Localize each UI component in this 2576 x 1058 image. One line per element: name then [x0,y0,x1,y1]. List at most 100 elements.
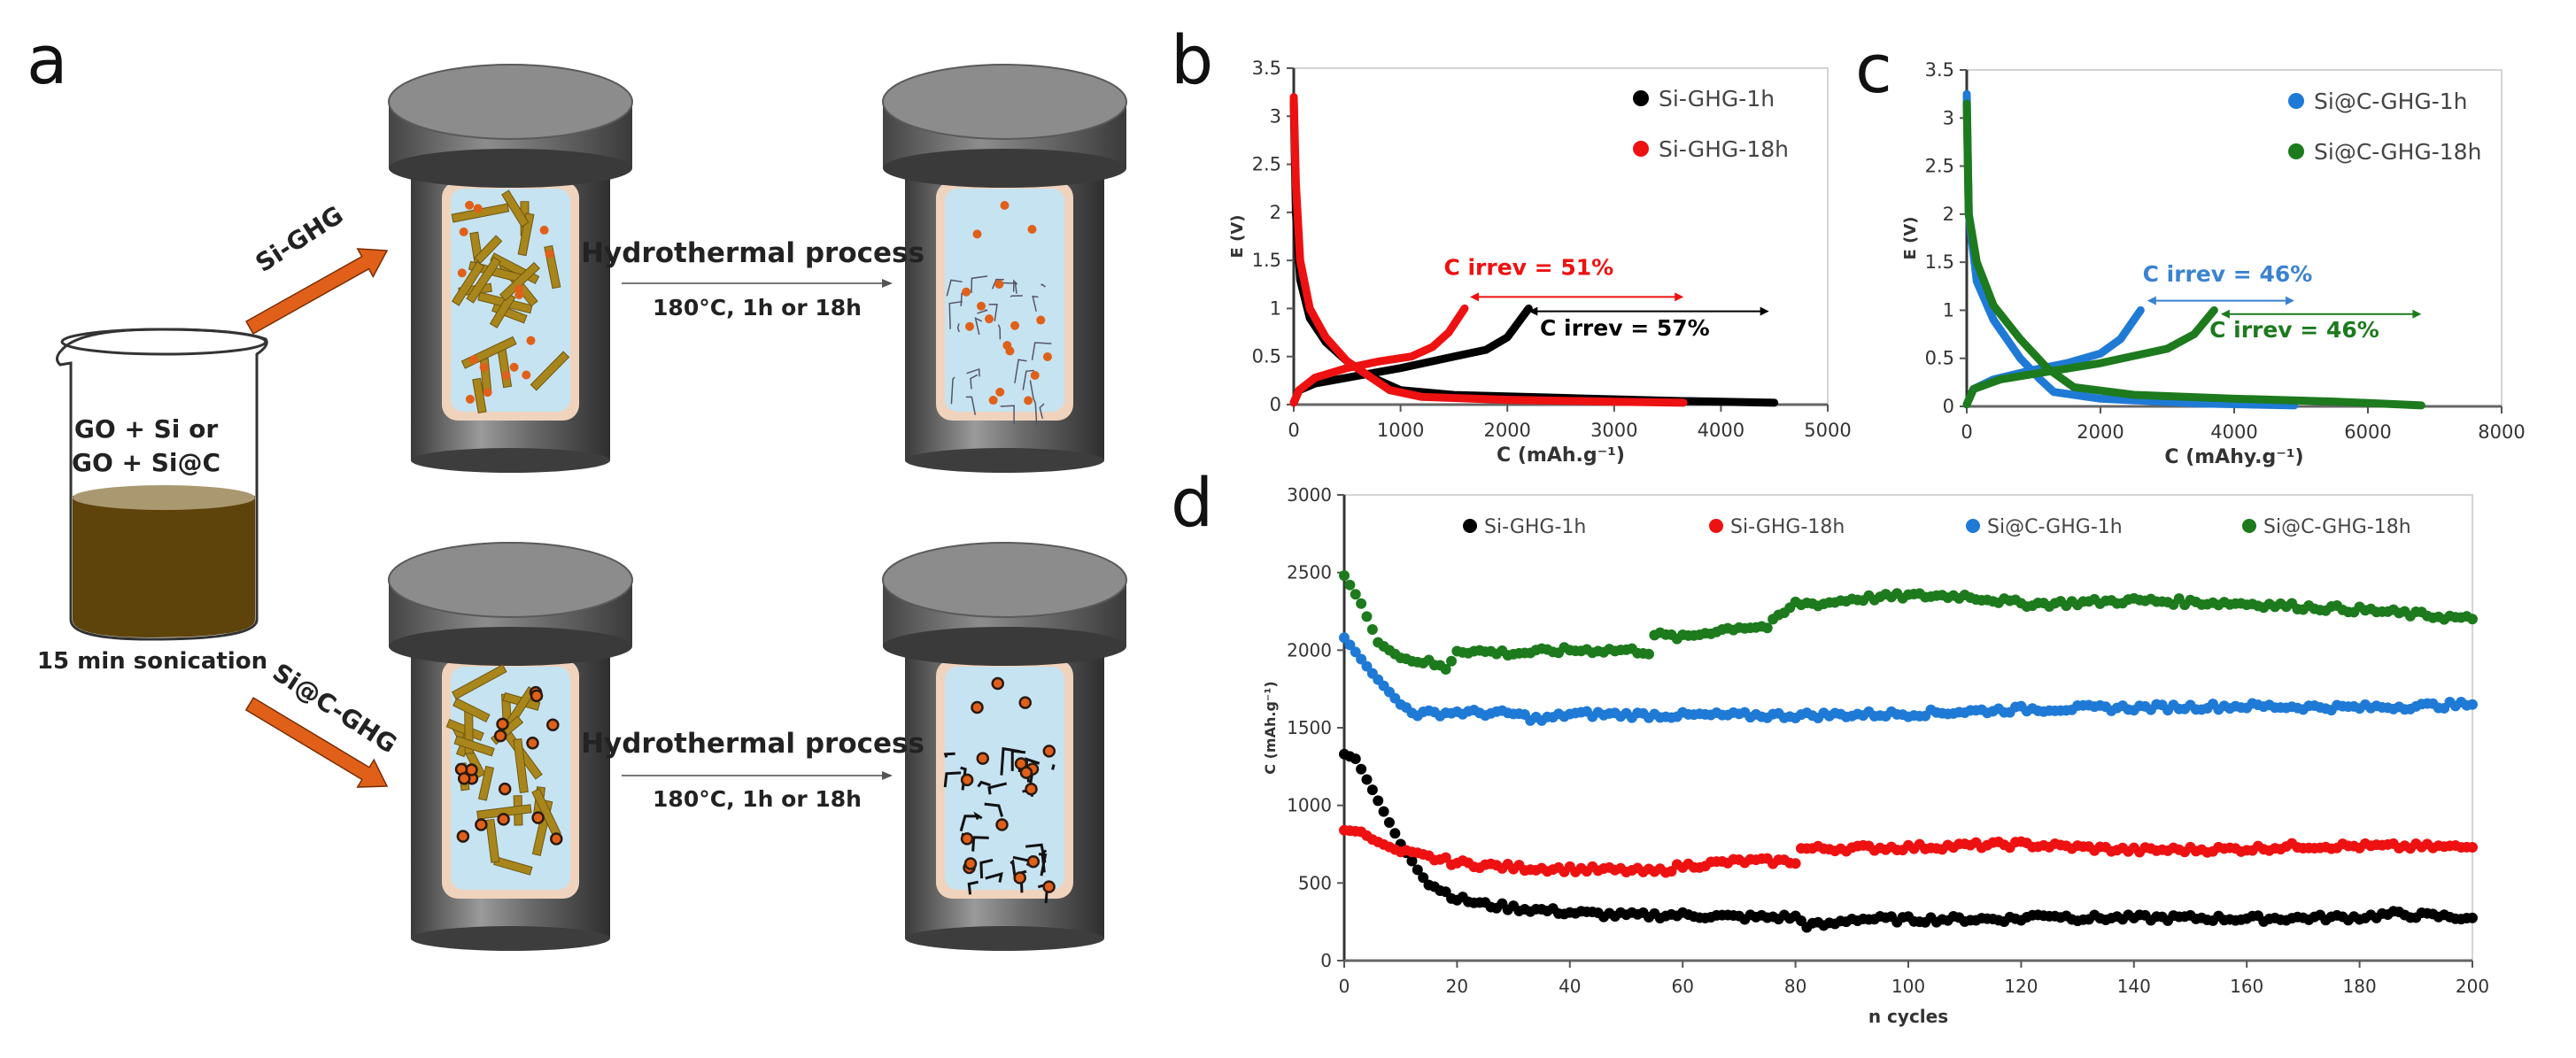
y-tick-label: 0 [1270,394,1281,415]
y-tick-label: 2 [1270,202,1281,223]
data-point [1412,864,1423,876]
x-axis-label: C (mAhy.g⁻¹) [2164,446,2303,468]
data-point [1344,639,1356,651]
arrow-shape [245,248,389,335]
y-tick-label: 3.5 [1252,58,1281,79]
data-point [2467,614,2478,625]
data-point [1339,570,1350,582]
data-point [2467,699,2478,710]
legend-label: Si-GHG-18h [1730,516,1845,538]
x-tick-label: 2000 [1483,420,1530,441]
annotation-label: C irrev = 46% [2209,317,2379,343]
arrow-si-c-ghg [244,697,389,788]
x-tick-label: 120 [2004,976,2038,997]
irreversible-capacity-annotation: C irrev = 46% [2209,309,2422,343]
x-tick-label: 200 [2456,976,2489,997]
data-point [1440,852,1451,863]
x-tick-label: 5000 [1804,420,1851,441]
panel-label-d: d [1171,463,1214,542]
panel-label-b: b [1171,20,1214,99]
conditions-label-top: 180°C, 1h or 18h [653,295,862,320]
y-tick-label: 3 [1943,107,1954,128]
legend-marker [1633,141,1649,157]
si-particle [468,355,478,365]
process-label-bottom: Hydrothermal process [581,728,924,760]
x-tick-label: 160 [2230,976,2263,997]
y-axis-label: C (mAh.g⁻¹) [1262,681,1279,774]
beaker-rim [60,328,267,356]
si-c-particle [496,717,509,731]
data-point [1406,855,1418,867]
y-tick-label: 2.5 [1252,154,1281,175]
beaker-label-line2: GO + Si@C [71,448,221,477]
si-particle [501,371,511,381]
beaker [56,328,268,641]
irreversible-capacity-annotation: C irrev = 57% [1528,306,1769,341]
legend-label: Si@C-GHG-18h [2314,139,2481,165]
x-axis-label: C (mAh.g⁻¹) [1497,444,1625,467]
x-tick-label: 40 [1559,976,1581,997]
vessel-contents [946,201,1052,426]
irreversible-capacity-annotation: C irrev = 51% [1443,254,1684,302]
beaker-label-line1: GO + Si or [73,414,219,444]
y-tick-label: 0.5 [1925,348,1954,369]
x-tick-label: 6000 [2344,421,2391,443]
series-Si-GHG-18h [1339,824,2478,878]
data-point [1389,828,1401,839]
annotation-label: C irrev = 51% [1443,254,1613,280]
legend-label: Si@C-GHG-18h [2263,516,2411,538]
liquid-surface [73,485,255,510]
chart-b: 0 1000 2000 3000 4000 5000 0 0.5 1 1.5 2 2.5 3 3.5 C (… [1228,58,1852,467]
panel-label-a: a [27,20,68,99]
si-c-particle [549,832,563,846]
y-tick-label: 3.5 [1925,59,1954,81]
x-tick-label: 4000 [1698,420,1744,441]
arrow-shape [244,697,389,788]
legend-marker [2288,93,2304,109]
series-Si-GHG-1h [1339,748,2478,933]
si-particle [459,227,468,236]
data-point [1350,589,1361,600]
y-tick-label: 3 [1270,105,1281,127]
synthesis-schematic [56,64,1127,951]
x-tick-label: 0 [1288,420,1299,441]
y-tick-label: 0.5 [1252,346,1281,367]
y-axis-label: E (V) [1228,215,1247,259]
irreversible-capacity-annotation: C irrev = 46% [2143,261,2312,305]
sonication-label: 15 min sonication [36,648,268,675]
x-tick-label: 8000 [2478,421,2525,443]
si-particle [479,362,489,372]
data-point [1356,763,1367,775]
si-particle [465,200,475,210]
data-point [1356,653,1367,665]
si-particle [509,362,519,372]
legend-marker [1463,519,1477,533]
panel-label-c: c [1855,29,1892,108]
y-tick-label: 1 [1270,297,1281,319]
data-point [1356,598,1367,609]
y-tick-label: 1500 [1287,717,1332,738]
series-Si-GHG-18h [1289,93,1688,407]
si-c-particle [498,782,512,796]
beaker-liquid [73,496,255,637]
si-particle [465,394,475,404]
y-tick-label: 3000 [1287,484,1332,506]
data-point [1366,784,1378,796]
data-point [1373,795,1384,807]
si-c-particle [530,689,544,703]
y-tick-label: 0 [1943,396,1954,417]
si-c-particle [457,772,471,785]
legend-marker [1633,90,1649,106]
vessel-cap-top [882,542,1127,618]
data-point [1643,648,1654,660]
vessel-si-c-ghg-before [388,542,633,951]
vessel-contents [451,189,570,414]
x-tick-label: 0 [1339,976,1350,997]
vessel-si-ghg-before [388,64,633,473]
x-tick-label: 60 [1671,976,1693,997]
process-label-top: Hydrothermal process [581,237,924,269]
vessel-cap-top [882,64,1127,140]
x-tick-label: 4000 [2210,421,2257,443]
y-tick-label: 1 [1943,299,1954,320]
charge-curve [1289,304,1469,407]
